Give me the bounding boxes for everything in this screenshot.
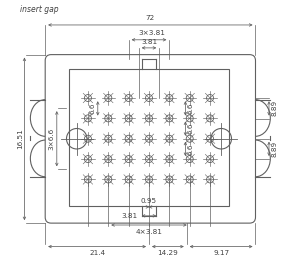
Text: 16.51: 16.51 <box>17 128 23 149</box>
Bar <box>69 69 229 206</box>
Text: 72: 72 <box>146 15 155 21</box>
Text: 3×6.6: 3×6.6 <box>49 128 55 150</box>
Text: 8.89: 8.89 <box>272 141 278 157</box>
Text: 21.4: 21.4 <box>89 250 105 256</box>
Text: 9.17: 9.17 <box>213 250 229 256</box>
Text: 4×3.81: 4×3.81 <box>136 228 162 234</box>
Text: 6.6: 6.6 <box>187 103 194 114</box>
Text: 3×3.81: 3×3.81 <box>138 30 165 36</box>
Text: insert gap: insert gap <box>20 5 58 14</box>
Text: 3.81: 3.81 <box>141 39 157 45</box>
Text: 14.29: 14.29 <box>158 250 178 256</box>
Text: 0.95: 0.95 <box>141 198 157 204</box>
Text: 6.6: 6.6 <box>89 103 95 114</box>
Text: 6.6: 6.6 <box>187 143 194 154</box>
Text: 6.6: 6.6 <box>187 123 194 134</box>
Text: 8.89: 8.89 <box>272 100 278 117</box>
Text: 3.81: 3.81 <box>121 213 137 219</box>
